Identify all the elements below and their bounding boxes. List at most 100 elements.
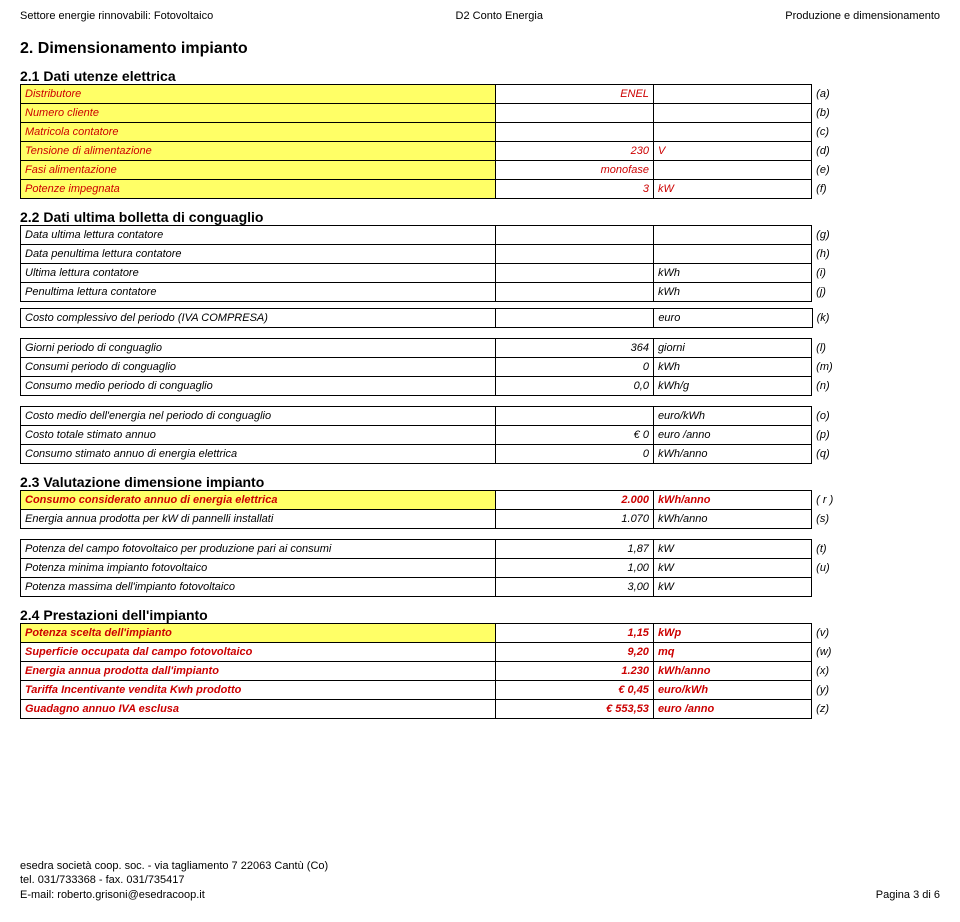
row-unit (653, 245, 811, 264)
table-row: Fasi alimentazionemonofase(e) (21, 161, 880, 180)
row-label: Energia annua prodotta per kW di pannell… (21, 510, 496, 529)
row-unit: kWh (653, 283, 811, 302)
row-value (495, 264, 653, 283)
row-label: Matricola contatore (21, 123, 496, 142)
row-ref: (m) (812, 358, 880, 377)
row-unit: giorni (653, 339, 811, 358)
table-row: Penultima lettura contatorekWh(j) (21, 283, 880, 302)
footer: esedra società coop. soc. - via tagliame… (20, 859, 940, 902)
row-ref: (k) (812, 309, 880, 328)
table-22c: Costo medio dell'energia nel periodo di … (20, 406, 880, 464)
row-label: Costo totale stimato annuo (21, 426, 496, 445)
row-value: 1.070 (495, 510, 653, 529)
row-unit: kWp (653, 624, 811, 643)
row-value (495, 309, 653, 328)
footer-line1: esedra società coop. soc. - via tagliame… (20, 859, 328, 873)
row-label: Potenza massima dell'impianto fotovoltai… (21, 578, 496, 597)
table-row: Numero cliente(b) (21, 104, 880, 123)
row-ref: (l) (812, 339, 880, 358)
row-label: Consumo stimato annuo di energia elettri… (21, 445, 496, 464)
table-row: Tensione di alimentazione230V(d) (21, 142, 880, 161)
table-row: Superficie occupata dal campo fotovoltai… (21, 643, 880, 662)
row-value: 364 (495, 339, 653, 358)
row-unit: euro (654, 309, 812, 328)
row-ref: (a) (812, 85, 880, 104)
row-unit: kWh/anno (653, 510, 811, 529)
row-value: € 553,53 (495, 700, 653, 719)
row-unit: kWh/anno (653, 662, 811, 681)
section-2-title: 2. Dimensionamento impianto (20, 40, 940, 58)
row-ref: (t) (812, 540, 880, 559)
section-22-title: 2.2 Dati ultima bolletta di conguaglio (20, 209, 940, 225)
table-row: Guadagno annuo IVA esclusa€ 553,53euro /… (21, 700, 880, 719)
row-value: 1,87 (495, 540, 653, 559)
table-24: Potenza scelta dell'impianto1,15kWp(v)Su… (20, 623, 880, 719)
row-label: Giorni periodo di conguaglio (21, 339, 496, 358)
table-row: Costo complessivo del periodo (IVA COMPR… (21, 309, 881, 328)
row-ref: (i) (812, 264, 880, 283)
row-unit: kWh (653, 358, 811, 377)
table-22a: Data ultima lettura contatore (g) Data pen… (20, 225, 880, 302)
row-unit (653, 123, 811, 142)
row-value: 2.000 (495, 491, 653, 510)
table-row: Consumo medio periodo di conguaglio0,0kW… (21, 377, 880, 396)
row-label: Consumo considerato annuo di energia ele… (21, 491, 496, 510)
row-ref: (o) (812, 407, 880, 426)
row-ref: (h) (812, 245, 880, 264)
table-row: Consumi periodo di conguaglio0kWh(m) (21, 358, 880, 377)
row-value: 1,15 (495, 624, 653, 643)
table-23a: Consumo considerato annuo di energia ele… (20, 490, 880, 529)
table-row: Matricola contatore(c) (21, 123, 880, 142)
row-value: monofase (495, 161, 653, 180)
row-unit: V (653, 142, 811, 161)
row-unit: euro/kWh (653, 681, 811, 700)
table-row: Data ultima lettura contatore (g) (21, 226, 880, 245)
row-ref: ( r ) (812, 491, 880, 510)
row-value (495, 245, 653, 264)
row-unit: euro /anno (653, 426, 811, 445)
row-label: Ultima lettura contatore (21, 264, 496, 283)
row-label: Consumo medio periodo di conguaglio (21, 377, 496, 396)
table-row: Costo totale stimato annuo€ 0euro /anno(… (21, 426, 880, 445)
row-unit: euro/kWh (653, 407, 811, 426)
row-value: 0 (495, 358, 653, 377)
table-row: Potenze impegnata3kW(f) (21, 180, 880, 199)
row-unit (653, 226, 811, 245)
row-unit: kWh (653, 264, 811, 283)
header-center: D2 Conto Energia (456, 10, 543, 22)
row-value: 0,0 (495, 377, 653, 396)
header-bar: Settore energie rinnovabili: Fotovoltaic… (20, 10, 940, 22)
row-value (495, 407, 653, 426)
table-row: Giorni periodo di conguaglio364giorni(l) (21, 339, 880, 358)
row-label: Potenza del campo fotovoltaico per produ… (21, 540, 496, 559)
row-unit: kW (653, 180, 811, 199)
table-row: Consumo stimato annuo di energia elettri… (21, 445, 880, 464)
table-row: Energia annua prodotta per kW di pannell… (21, 510, 880, 529)
row-ref: (s) (812, 510, 880, 529)
row-label: Potenze impegnata (21, 180, 496, 199)
row-unit (653, 104, 811, 123)
row-ref: (u) (812, 559, 880, 578)
row-ref: (f) (812, 180, 880, 199)
row-ref: (g) (812, 226, 880, 245)
table-23b: Potenza del campo fotovoltaico per produ… (20, 539, 880, 597)
row-ref: (q) (812, 445, 880, 464)
row-ref: (e) (812, 161, 880, 180)
row-value: 1,00 (495, 559, 653, 578)
table-row: Potenza minima impianto fotovoltaico1,00… (21, 559, 880, 578)
table-row: Potenza massima dell'impianto fotovoltai… (21, 578, 880, 597)
table-row: Costo medio dell'energia nel periodo di … (21, 407, 880, 426)
row-unit: mq (653, 643, 811, 662)
row-ref: (b) (812, 104, 880, 123)
row-label: Potenza scelta dell'impianto (21, 624, 496, 643)
row-value (495, 104, 653, 123)
row-value: 230 (495, 142, 653, 161)
row-ref: (z) (812, 700, 880, 719)
row-label: Guadagno annuo IVA esclusa (21, 700, 496, 719)
row-label: Data ultima lettura contatore (21, 226, 496, 245)
table-row: Ultima lettura contatore kWh(i) (21, 264, 880, 283)
table-row: Potenza del campo fotovoltaico per produ… (21, 540, 880, 559)
row-value: € 0 (495, 426, 653, 445)
row-label: Data penultima lettura contatore (21, 245, 496, 264)
row-label: Consumi periodo di conguaglio (21, 358, 496, 377)
